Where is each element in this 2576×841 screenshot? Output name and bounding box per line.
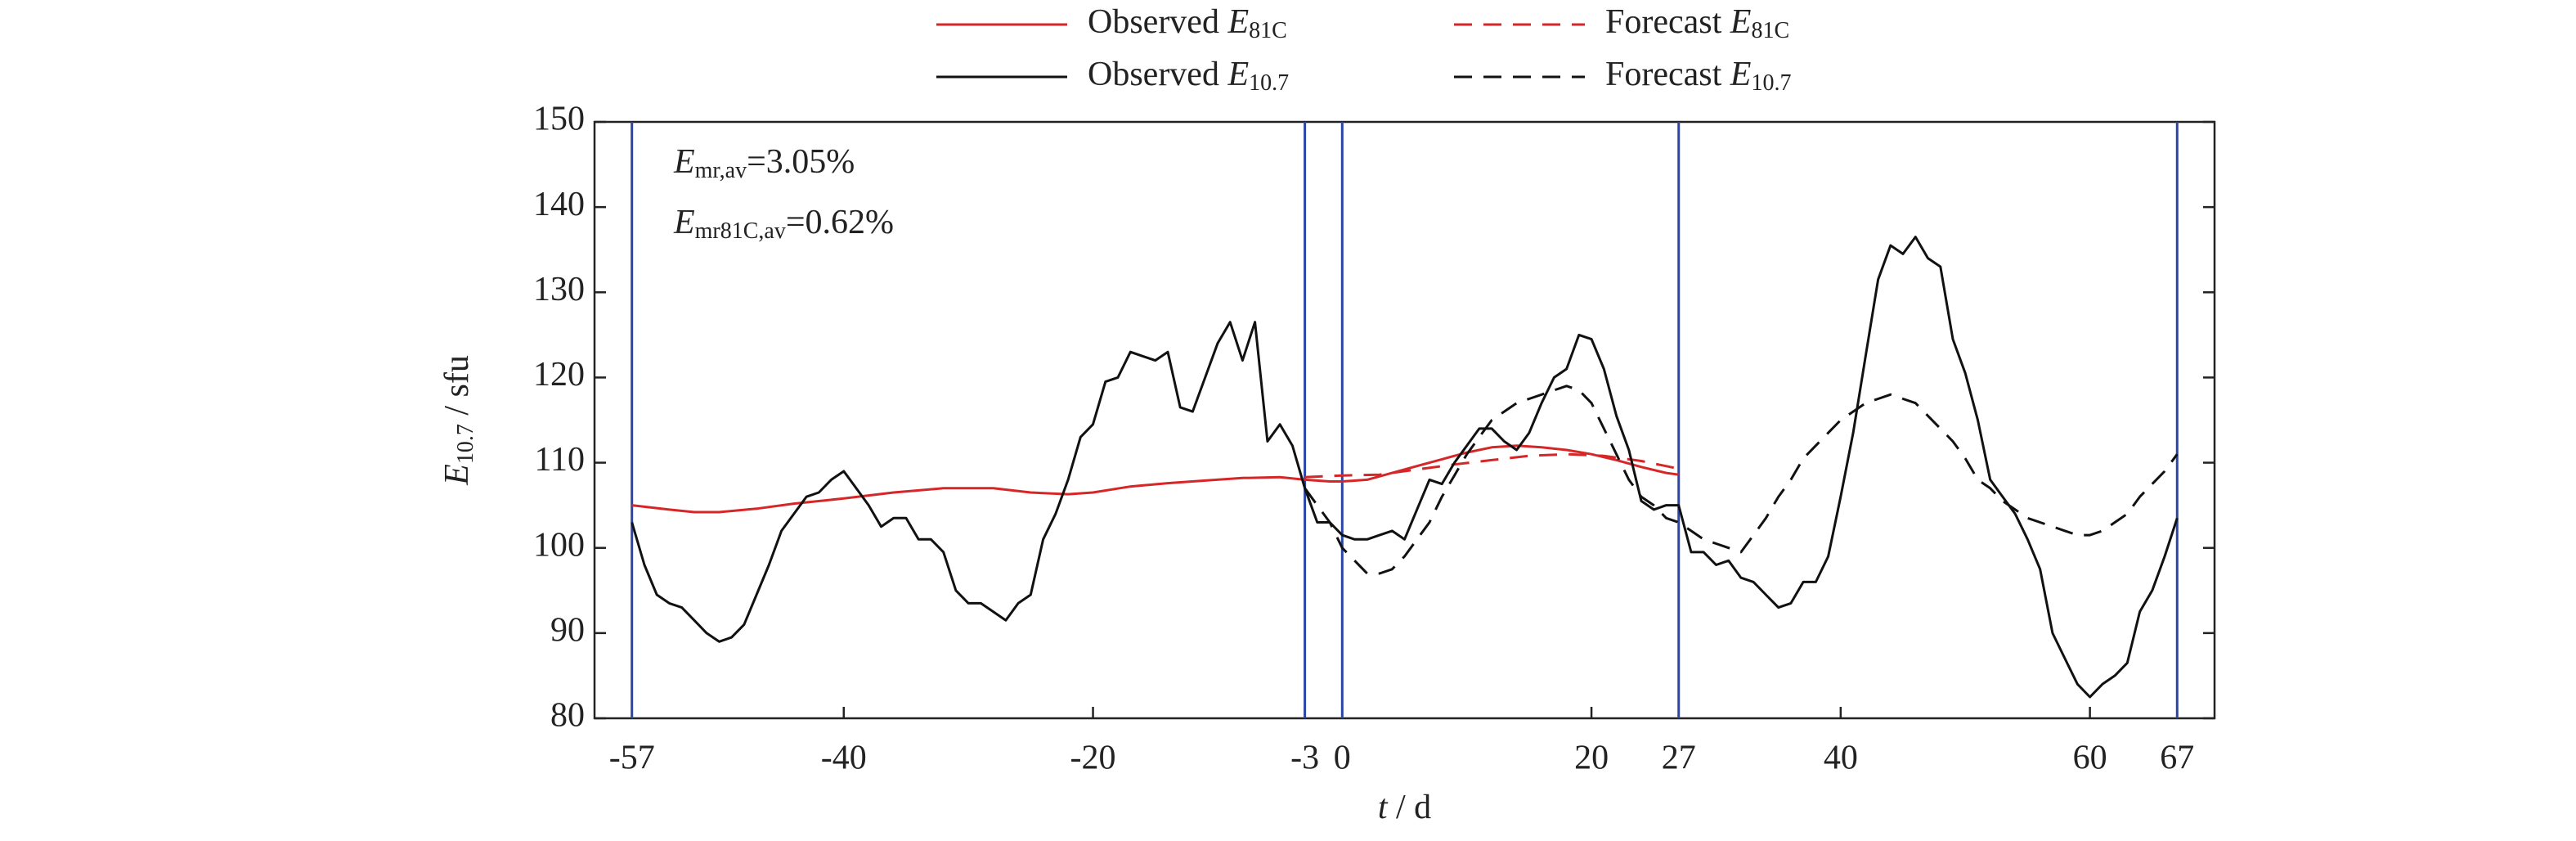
x-tick-label: 67 — [2160, 740, 2194, 777]
symbol: E — [673, 143, 695, 181]
x-tick-label: -3 — [1290, 740, 1319, 777]
label-text: Forecast — [1605, 3, 1722, 41]
subscript: 81C — [1751, 18, 1789, 43]
label-text: Forecast — [1605, 56, 1722, 93]
annotation: Emr,av=3.05% — [673, 143, 855, 184]
plot-frame — [593, 120, 2216, 720]
series-line — [1304, 452, 1680, 479]
symbol: E — [673, 204, 695, 241]
x-tick-label: 0 — [1334, 740, 1351, 777]
symbol: E — [1730, 3, 1752, 41]
y-tick-label: 80 — [550, 697, 585, 735]
y-tick-label: 110 — [535, 441, 585, 479]
symbol: t — [1378, 789, 1389, 826]
x-axis-label: t / d — [1378, 789, 1431, 826]
y-tick-label: 120 — [533, 356, 585, 394]
legend-label: Observed E10.7 — [1088, 56, 1289, 97]
legend-label: Forecast E10.7 — [1605, 56, 1791, 97]
symbol: E — [1227, 3, 1249, 41]
subscript: 81C — [1249, 18, 1287, 43]
y-tick-label: 90 — [550, 611, 585, 649]
y-tick-label: 140 — [533, 186, 585, 223]
y-tick-label: 130 — [533, 271, 585, 308]
symbol: E — [438, 464, 476, 486]
x-tick-label: -20 — [1070, 740, 1116, 777]
subscript: 10.7 — [1249, 70, 1289, 96]
series-line — [631, 236, 2179, 699]
subscript: 10.7 — [1751, 70, 1791, 96]
symbol: E — [1730, 56, 1752, 93]
label-text: =3.05% — [747, 143, 855, 181]
label-text: Observed — [1088, 56, 1219, 93]
label-text: / sfu — [438, 355, 476, 424]
legend-label: Forecast E81C — [1605, 3, 1789, 44]
x-tick-label: 60 — [2073, 740, 2107, 777]
subscript: mr,av — [695, 158, 747, 183]
x-tick-label: 20 — [1574, 740, 1609, 777]
x-tick-label: 27 — [1662, 740, 1696, 777]
subscript: mr81C,av — [695, 218, 786, 244]
x-tick-label: -40 — [821, 740, 867, 777]
y-axis-label: E10.7 / sfu — [438, 355, 479, 486]
symbol: E — [1227, 56, 1249, 93]
y-tick-label: 150 — [533, 101, 585, 138]
y-tick-label: 100 — [533, 526, 585, 564]
label-text: =0.62% — [786, 204, 894, 241]
x-tick-label: 40 — [1824, 740, 1858, 777]
subscript: 10.7 — [453, 424, 478, 464]
series-line — [631, 444, 1679, 514]
label-text: Observed — [1088, 3, 1219, 41]
legend-label: Observed E81C — [1088, 3, 1287, 44]
annotation: Emr81C,av=0.62% — [673, 204, 894, 245]
series-line — [1304, 385, 2179, 575]
label-text: / d — [1388, 789, 1432, 826]
x-tick-label: -57 — [609, 740, 655, 777]
